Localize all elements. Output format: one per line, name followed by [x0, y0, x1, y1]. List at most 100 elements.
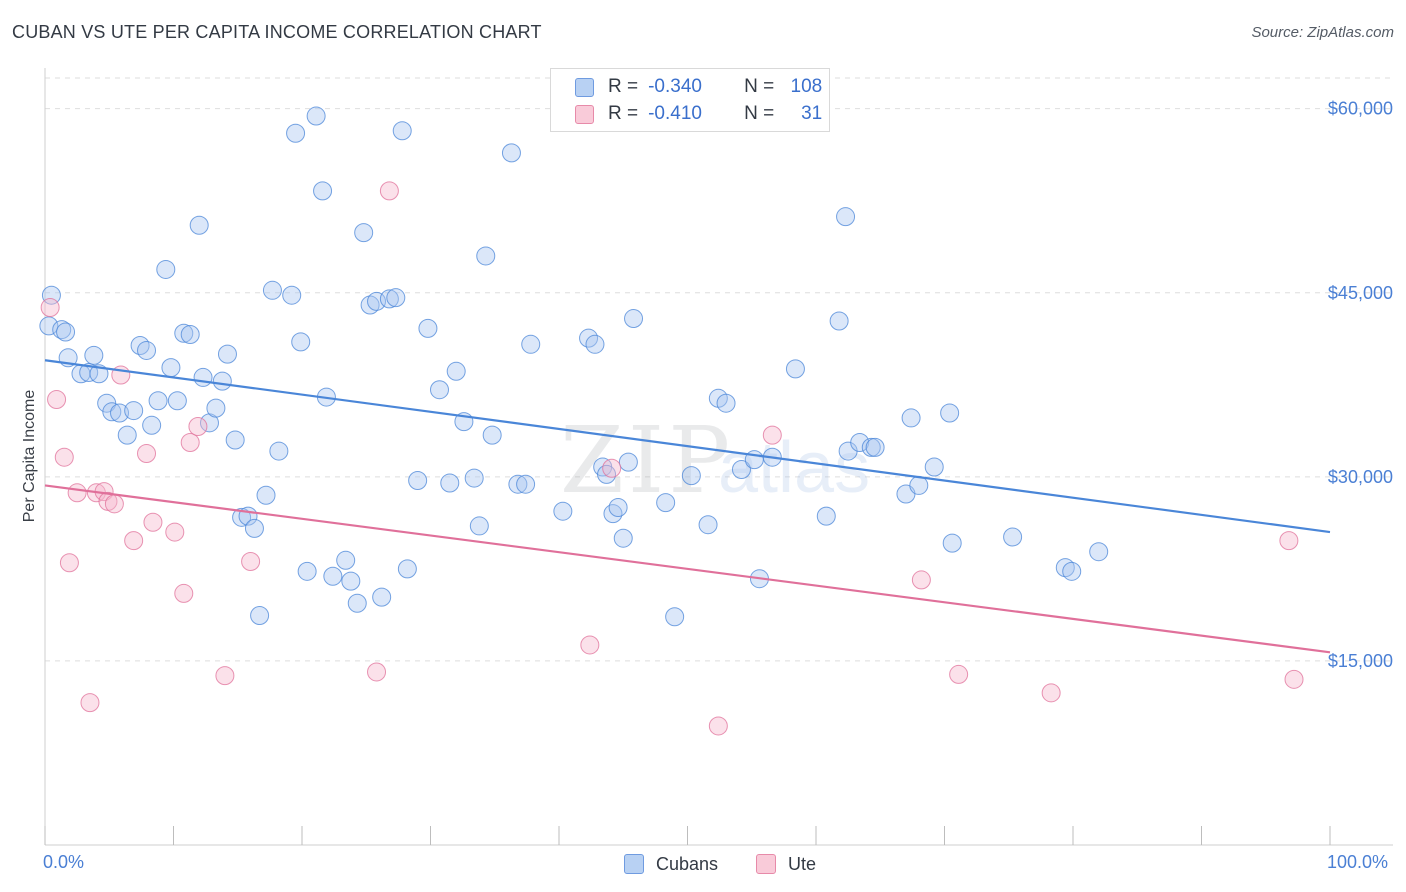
point-cubans: [418, 318, 438, 338]
bottom-legend-swatch-cubans: [624, 854, 644, 874]
point-cubans: [212, 371, 232, 391]
point-cubans: [397, 559, 417, 579]
point-cubans: [1089, 542, 1109, 562]
bottom-legend-ute: Ute: [756, 852, 816, 876]
point-cubans: [829, 311, 849, 331]
point-cubans: [84, 345, 104, 365]
point-cubans: [464, 468, 484, 488]
point-cubans: [942, 533, 962, 553]
trend-line-ute: [44, 484, 1331, 654]
point-cubans: [681, 466, 701, 486]
point-cubans: [89, 364, 109, 384]
legend-swatch-ute: [575, 104, 594, 124]
point-cubans: [250, 606, 270, 626]
point-cubans: [360, 295, 380, 315]
point-ute: [165, 522, 185, 542]
watermark: ZIP atlas: [560, 407, 870, 514]
point-ute: [40, 297, 60, 317]
legend-row-cubans: R = -0.340 N = 108: [575, 74, 822, 100]
point-cubans: [665, 607, 685, 627]
point-cubans: [124, 401, 144, 421]
point-ute: [1279, 531, 1299, 551]
point-cubans: [446, 361, 466, 381]
point-cubans: [341, 571, 361, 591]
point-ute: [215, 666, 235, 686]
point-cubans: [940, 403, 960, 423]
point-cubans: [785, 359, 805, 379]
point-cubans: [379, 289, 399, 309]
point-ute: [602, 458, 622, 478]
point-cubans: [603, 504, 623, 524]
point-cubans: [521, 334, 541, 354]
legend-swatch-cubans: [575, 77, 594, 97]
point-cubans: [297, 561, 317, 581]
y-tick-label: $60,000: [1328, 99, 1393, 119]
point-cubans: [161, 358, 181, 378]
x-tick-label-max: 100.0%: [1327, 852, 1389, 872]
correlation-legend: R = -0.340 N = 108 R = -0.410 N = 31: [550, 68, 830, 132]
point-ute: [911, 570, 931, 590]
y-axis-label: Per Capita Income: [21, 390, 38, 523]
legend-row-ute: R = -0.410 N = 31: [575, 101, 822, 127]
point-ute: [949, 664, 969, 684]
legend-r-value: -0.340: [648, 76, 702, 97]
legend-r-label: R =: [608, 76, 639, 97]
point-ute: [59, 553, 79, 573]
point-cubans: [269, 441, 289, 461]
point-cubans: [386, 288, 406, 308]
point-cubans: [148, 391, 168, 411]
point-cubans: [624, 309, 644, 329]
x-axis-ticks: [44, 826, 1331, 845]
point-ute: [580, 635, 600, 655]
point-cubans: [262, 280, 282, 300]
point-cubans: [232, 507, 252, 527]
point-cubans: [110, 403, 130, 423]
point-cubans: [901, 408, 921, 428]
point-cubans: [865, 437, 885, 457]
point-cubans: [613, 528, 633, 548]
point-cubans: [244, 518, 264, 538]
y-axis-tick-labels: $15,000 $30,000 $45,000 $60,000: [1328, 99, 1393, 671]
y-tick-label: $30,000: [1328, 467, 1393, 487]
point-ute: [54, 447, 74, 467]
bottom-legend-label-cubans: Cubans: [656, 853, 719, 874]
legend-r-value: -0.410: [648, 103, 702, 124]
chart-title: CUBAN VS UTE PER CAPITA INCOME CORRELATI…: [12, 22, 542, 42]
point-cubans: [429, 380, 449, 400]
point-cubans: [56, 322, 76, 342]
point-cubans: [189, 215, 209, 235]
point-cubans: [193, 367, 213, 387]
point-cubans: [313, 181, 333, 201]
point-cubans: [102, 402, 122, 422]
point-ute: [241, 552, 261, 572]
chart-source: Source: ZipAtlas.com: [1251, 24, 1394, 41]
point-cubans: [282, 285, 302, 305]
point-cubans: [174, 323, 194, 343]
point-cubans: [698, 515, 718, 535]
point-ute: [188, 417, 208, 437]
point-cubans: [924, 457, 944, 477]
point-cubans: [597, 464, 617, 484]
point-ute: [124, 531, 144, 551]
point-cubans: [440, 473, 460, 493]
point-ute: [47, 390, 67, 410]
trend-line-cubans: [44, 359, 1331, 534]
point-ute: [67, 483, 87, 503]
point-cubans: [816, 506, 836, 526]
point-cubans: [79, 363, 99, 383]
data-points: [39, 106, 1304, 736]
point-ute: [1041, 683, 1061, 703]
point-cubans: [286, 123, 306, 143]
point-cubans: [1003, 527, 1023, 547]
point-cubans: [291, 332, 311, 352]
legend-n-label: N =: [744, 103, 775, 124]
point-ute: [137, 444, 157, 464]
point-cubans: [608, 498, 628, 518]
point-ute: [1284, 669, 1304, 689]
y-tick-label: $15,000: [1328, 651, 1393, 671]
point-cubans: [516, 474, 536, 494]
point-cubans: [585, 334, 605, 354]
point-ute: [80, 693, 100, 713]
point-ute: [708, 716, 728, 736]
